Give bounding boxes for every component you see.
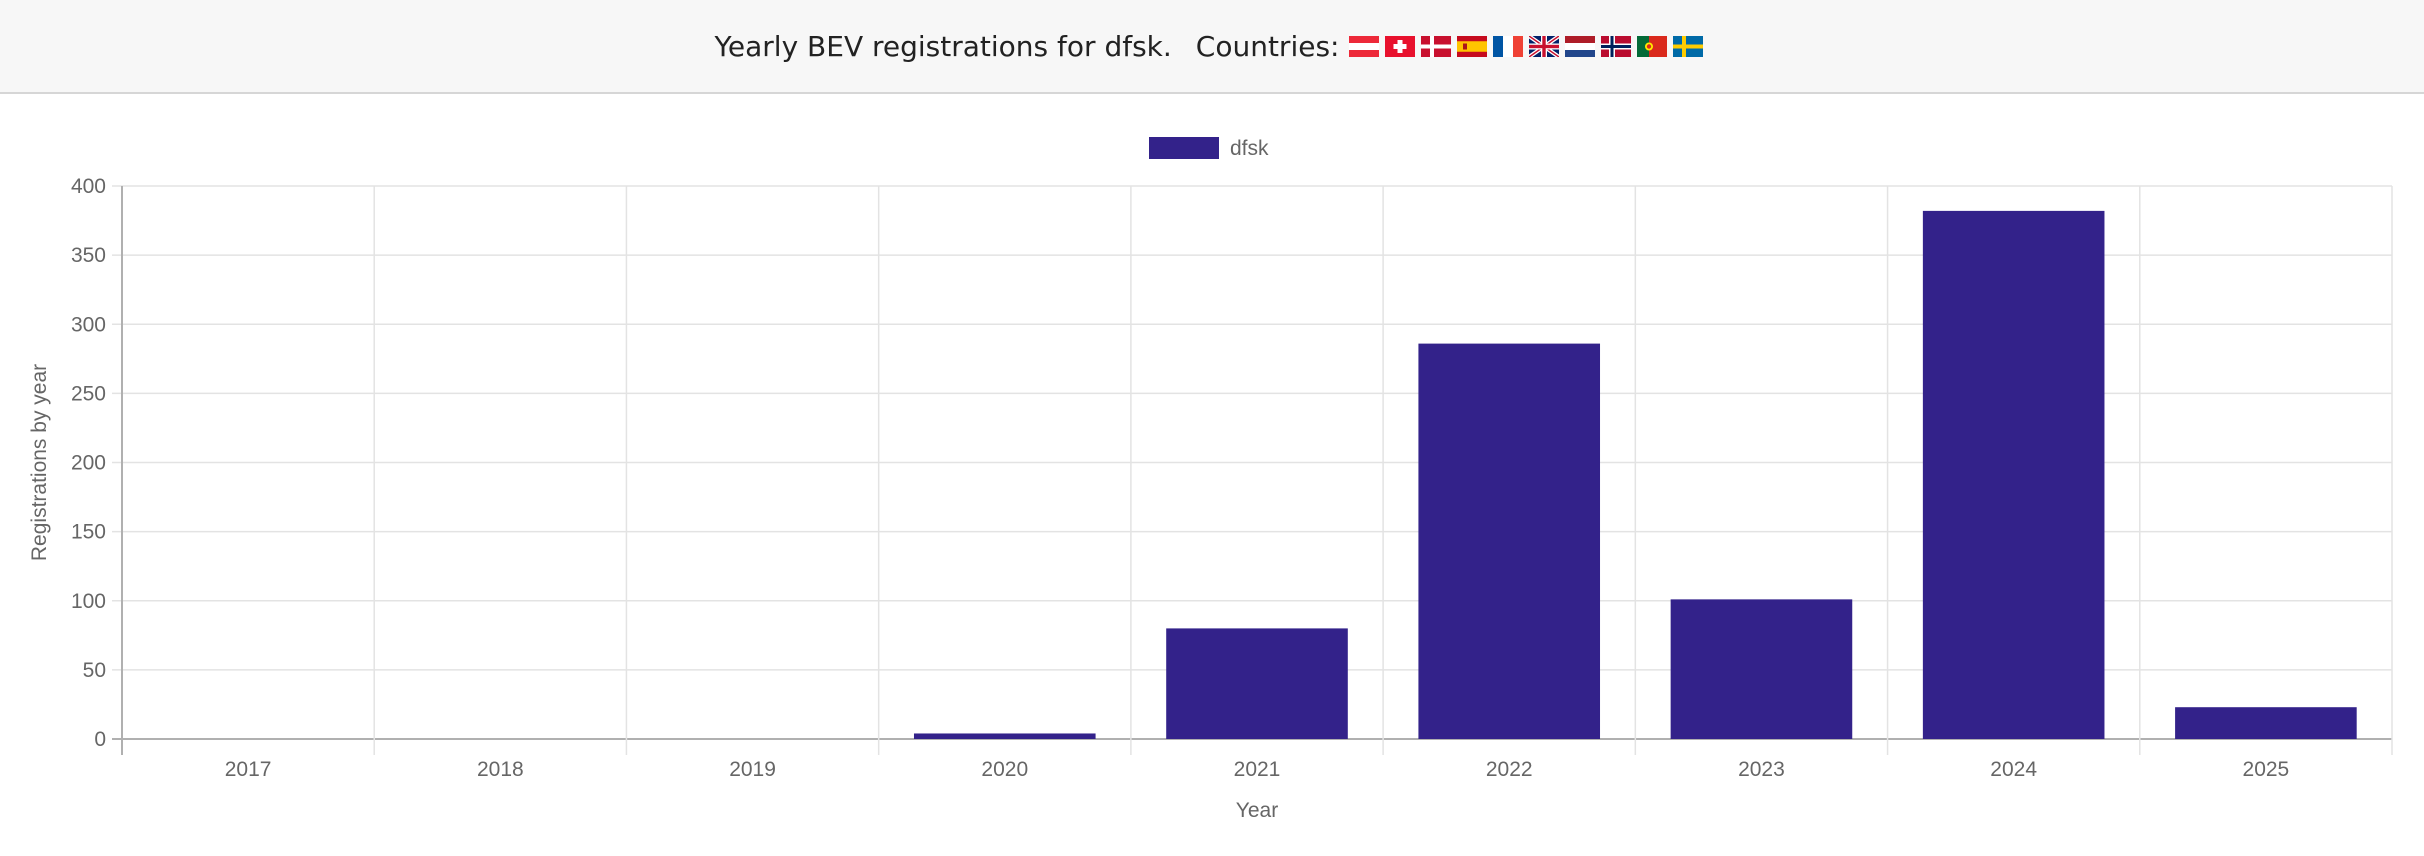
countries-label: Countries: [1195,29,1340,63]
x-tick-label: 2018 [477,758,524,781]
norway-flag-icon [1601,35,1632,57]
y-tick-label: 300 [71,313,106,336]
x-tick-label: 2020 [981,758,1028,781]
y-tick-label: 250 [71,382,106,405]
page-title: Yearly BEV registrations for dfsk. [714,29,1172,63]
country-flags [1349,35,1709,57]
united-kingdom-flag-icon [1529,35,1560,57]
y-tick-label: 400 [71,175,106,198]
x-tick-label: 2019 [729,758,776,781]
spain-flag-icon [1457,35,1488,57]
bar-2021[interactable] [1166,628,1348,739]
bar-2025[interactable] [2175,707,2357,739]
legend-swatch[interactable] [1149,137,1219,159]
denmark-flag-icon [1421,35,1452,57]
legend-label-dfsk[interactable]: dfsk [1230,137,1269,160]
x-tick-label: 2025 [2243,758,2290,781]
chart-header: Yearly BEV registrations for dfsk. Count… [0,0,2424,94]
bar-2022[interactable] [1418,343,1601,739]
y-tick-label: 150 [71,521,106,544]
bar-2024[interactable] [1922,210,2105,739]
y-tick-label: 100 [71,590,106,613]
y-tick-label: 0 [94,728,106,751]
y-tick-label: 50 [83,659,106,682]
bar-2023[interactable] [1670,599,1853,739]
y-tick-label: 350 [71,244,106,267]
x-tick-label: 2024 [1990,758,2037,781]
sweden-flag-icon [1673,35,1704,57]
switzerland-flag-icon [1385,35,1416,57]
x-tick-label: 2023 [1738,758,1785,781]
x-axis-label: Year [1236,799,1278,822]
x-tick-label: 2022 [1486,758,1533,781]
bar-2020[interactable] [913,733,1096,739]
portugal-flag-icon [1637,35,1668,57]
x-tick-label: 2021 [1234,758,1281,781]
y-tick-label: 200 [71,452,106,475]
y-axis-label: Registrations by year [28,364,51,561]
austria-flag-icon [1349,35,1380,57]
france-flag-icon [1493,35,1524,57]
bar-chart: 0 50 100 150 200 250 300 350 400 2017 2018 2019 2020… [28,137,2393,822]
header-content: Yearly BEV registrations for dfsk. Count… [715,30,1710,63]
netherlands-flag-icon [1565,35,1596,57]
x-tick-label: 2017 [225,758,272,781]
